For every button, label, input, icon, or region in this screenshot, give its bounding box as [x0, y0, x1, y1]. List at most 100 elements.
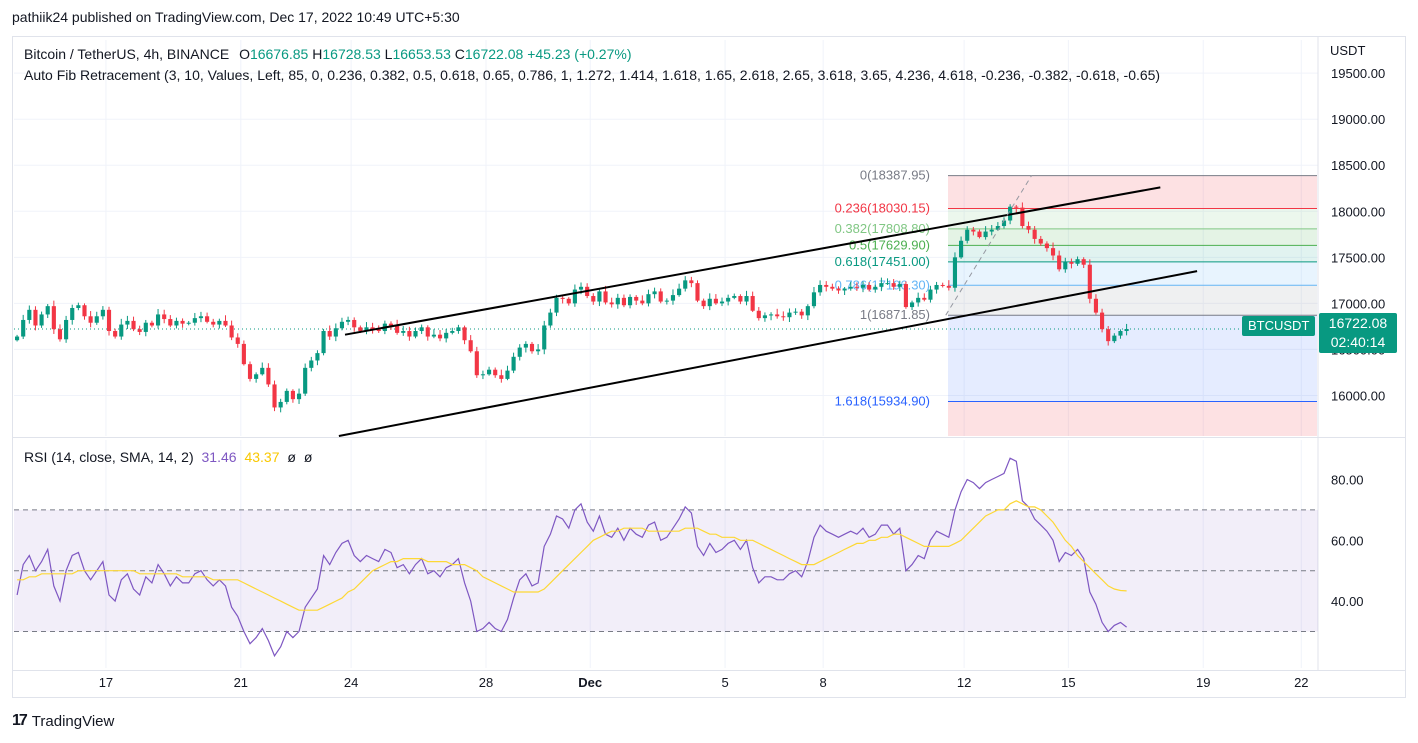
candle-body: [39, 314, 44, 326]
candle-body: [254, 374, 259, 379]
candle-body: [296, 393, 302, 400]
candle-body: [646, 294, 651, 304]
candle-body: [474, 351, 479, 376]
low-label: L: [384, 46, 393, 62]
candle-body: [94, 316, 99, 323]
fib-zone: [948, 285, 1317, 316]
rsi-sma-value: 43.37: [244, 449, 280, 465]
candle-body: [205, 316, 210, 322]
fib-level-label: 0.382(17808.80): [835, 221, 930, 236]
candle-body: [732, 296, 737, 298]
candle-body: [1032, 229, 1037, 239]
candle-body: [119, 324, 124, 337]
candle-body: [811, 292, 817, 307]
price-tick-label: 17000.00: [1331, 296, 1385, 311]
current-price: 16722.08: [1328, 315, 1388, 331]
symbol-legend[interactable]: Bitcoin / TetherUS, 4h, BINANCE O16676.8…: [24, 46, 631, 62]
candle-body: [70, 307, 75, 320]
candle-body: [959, 240, 964, 258]
time-tick-label: 8: [820, 675, 827, 690]
candle-body: [873, 286, 878, 290]
candle-body: [364, 327, 369, 332]
candle-body: [744, 296, 749, 302]
time-tick-label: 5: [721, 675, 728, 690]
tradingview-logo[interactable]: 17 TradingView: [12, 712, 114, 730]
candle-body: [689, 280, 694, 284]
candle-body: [309, 360, 314, 368]
candle-body: [376, 329, 381, 332]
candle-body: [125, 320, 130, 325]
rsi-null-1: ø: [287, 449, 296, 465]
candle-body: [266, 367, 271, 385]
candle-body: [670, 295, 676, 301]
candle-body: [836, 288, 841, 291]
candle-body: [388, 323, 394, 326]
high-label: H: [312, 46, 323, 62]
candle-body: [517, 347, 522, 357]
candle-body: [413, 331, 418, 337]
candle-body: [726, 297, 731, 302]
candle-body: [223, 320, 228, 326]
candle-body: [805, 306, 810, 316]
candle-body: [284, 390, 289, 402]
candle-body: [64, 319, 69, 340]
candle-body: [621, 297, 626, 306]
rsi-legend[interactable]: RSI (14, close, SMA, 14, 2) 31.46 43.37 …: [24, 449, 312, 465]
open-label: O: [239, 46, 250, 62]
rsi-line-rsi: [16, 457, 1127, 658]
candle-body: [529, 343, 535, 352]
candle-body: [1112, 335, 1117, 342]
candle-body: [554, 297, 559, 313]
candle-body: [713, 298, 718, 304]
candle-body: [100, 309, 105, 317]
rsi-tick-label: 40.00: [1331, 594, 1364, 609]
candle-body: [909, 302, 915, 308]
fib-zone: [948, 208, 1317, 229]
candle-body: [1050, 248, 1056, 256]
candle-body: [934, 284, 939, 290]
fib-legend[interactable]: Auto Fib Retracement (3, 10, Values, Lef…: [24, 67, 1161, 83]
candle-body: [505, 370, 510, 379]
fib-zone: [948, 245, 1317, 262]
fib-trend-line: [945, 175, 1033, 316]
candle-body: [977, 231, 982, 238]
candle-body: [149, 322, 154, 326]
rsi-tick-label: 80.00: [1331, 473, 1364, 488]
rsi-settings[interactable]: RSI (14, close, SMA, 14, 2): [24, 449, 194, 465]
candle-body: [983, 231, 988, 238]
candle-body: [965, 229, 970, 241]
candle-body: [487, 369, 492, 375]
candle-body: [799, 311, 804, 316]
candle-body: [566, 298, 571, 304]
candle-body: [192, 318, 197, 323]
candle-body: [768, 314, 774, 316]
candle-body: [989, 229, 994, 232]
candle-body: [940, 284, 945, 286]
candle-body: [198, 316, 204, 319]
time-tick-label: 24: [344, 675, 358, 690]
symbol-name[interactable]: Bitcoin / TetherUS, 4h, BINANCE: [24, 46, 230, 62]
candle-body: [419, 327, 424, 332]
candle-body: [82, 305, 87, 317]
fib-level-label: 0.236(18030.15): [835, 201, 930, 216]
chart-frame: [12, 36, 1406, 698]
candle-body: [879, 283, 884, 287]
brand-name: TradingView: [31, 712, 115, 730]
channel-line-lower: [338, 270, 1198, 437]
bar-countdown: 02:40:14: [1330, 334, 1386, 350]
candle-body: [897, 284, 902, 287]
rsi-value: 31.46: [201, 449, 237, 465]
close-label: C: [454, 46, 465, 62]
candle-body: [995, 226, 1000, 230]
candle-body: [290, 390, 295, 400]
candle-body: [1001, 220, 1007, 227]
fib-level-label: 0(18387.95): [860, 168, 930, 183]
price-tick-label: 17500.00: [1331, 250, 1385, 265]
time-tick-label: 19: [1196, 675, 1210, 690]
candle-body: [578, 286, 584, 290]
time-tick-label: 12: [957, 675, 971, 690]
candle-body: [891, 283, 896, 287]
candle-body: [762, 315, 767, 319]
candle-body: [640, 300, 645, 304]
